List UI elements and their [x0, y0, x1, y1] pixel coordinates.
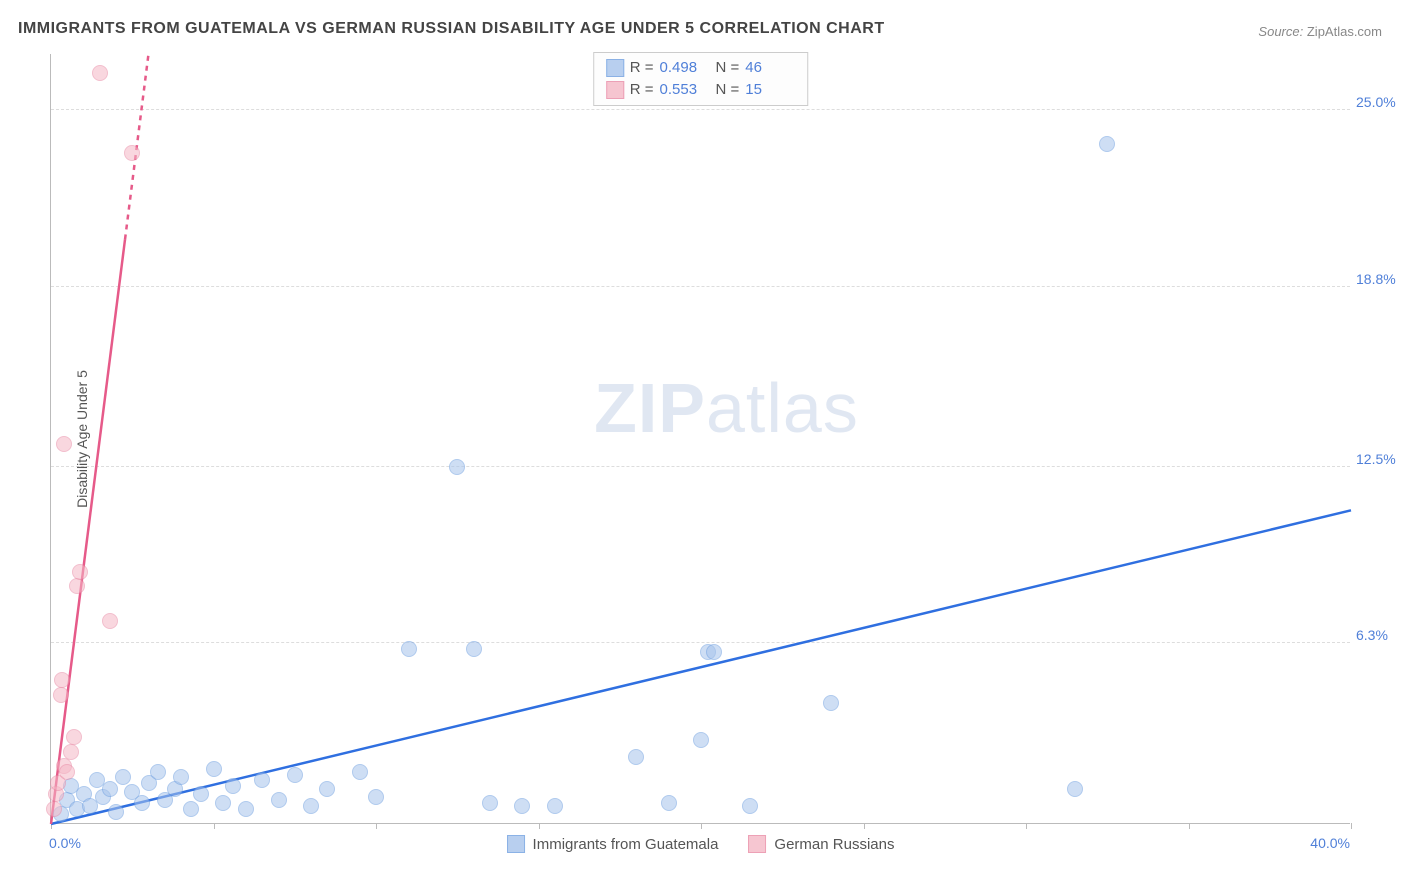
x-tick [376, 823, 377, 829]
data-point [401, 641, 417, 657]
data-point [287, 767, 303, 783]
source-value: ZipAtlas.com [1307, 24, 1382, 39]
data-point [225, 778, 241, 794]
legend-label-0: Immigrants from Guatemala [533, 836, 719, 853]
data-point [547, 798, 563, 814]
x-tick [214, 823, 215, 829]
data-point [215, 795, 231, 811]
legend-item-0: Immigrants from Guatemala [507, 835, 719, 853]
data-point [46, 801, 62, 817]
data-point [63, 744, 79, 760]
data-point [115, 769, 131, 785]
r-value-0: 0.498 [660, 57, 710, 79]
x-tick [1189, 823, 1190, 829]
data-point [823, 695, 839, 711]
x-tick [1351, 823, 1352, 829]
y-tick-label: 6.3% [1356, 627, 1406, 643]
data-point [271, 792, 287, 808]
data-point [54, 672, 70, 688]
data-point [206, 761, 222, 777]
data-point [238, 801, 254, 817]
legend-row-series-1: R = 0.553 N = 15 [606, 79, 796, 101]
data-point [514, 798, 530, 814]
data-point [1099, 136, 1115, 152]
data-point [352, 764, 368, 780]
data-point [124, 145, 140, 161]
data-point [706, 644, 722, 660]
data-point [72, 564, 88, 580]
chart-title: IMMIGRANTS FROM GUATEMALA VS GERMAN RUSS… [18, 20, 885, 38]
chart-container: ZIPatlas 6.3%12.5%18.8%25.0% 0.0% 40.0% … [50, 54, 1380, 864]
plot-area: ZIPatlas 6.3%12.5%18.8%25.0% 0.0% 40.0% … [50, 54, 1350, 824]
data-point [53, 687, 69, 703]
series-legend: Immigrants from Guatemala German Russian… [507, 835, 895, 853]
data-point [108, 804, 124, 820]
trend-line [51, 510, 1351, 824]
data-point [66, 729, 82, 745]
correlation-legend: R = 0.498 N = 46 R = 0.553 N = 15 [593, 52, 809, 106]
data-point [56, 436, 72, 452]
data-point [449, 459, 465, 475]
data-point [368, 789, 384, 805]
legend-swatch-icon [507, 835, 525, 853]
n-value-1: 15 [745, 79, 795, 101]
source-label: Source: [1258, 24, 1303, 39]
n-value-0: 46 [745, 57, 795, 79]
legend-swatch-icon [748, 835, 766, 853]
y-tick-label: 18.8% [1356, 271, 1406, 287]
x-tick [701, 823, 702, 829]
data-point [482, 795, 498, 811]
legend-label-1: German Russians [774, 836, 894, 853]
data-point [1067, 781, 1083, 797]
x-tick [539, 823, 540, 829]
x-axis-min-label: 0.0% [49, 835, 81, 851]
data-point [254, 772, 270, 788]
trend-lines [51, 54, 1350, 823]
r-value-1: 0.553 [660, 79, 710, 101]
data-point [742, 798, 758, 814]
x-axis-max-label: 40.0% [1310, 835, 1350, 851]
data-point [102, 781, 118, 797]
trend-line [51, 239, 125, 824]
x-tick [864, 823, 865, 829]
data-point [59, 764, 75, 780]
data-point [92, 65, 108, 81]
data-point [693, 732, 709, 748]
data-point [319, 781, 335, 797]
data-point [102, 613, 118, 629]
data-point [661, 795, 677, 811]
legend-row-series-0: R = 0.498 N = 46 [606, 57, 796, 79]
data-point [303, 798, 319, 814]
data-point [150, 764, 166, 780]
data-point [69, 578, 85, 594]
y-tick-label: 12.5% [1356, 451, 1406, 467]
data-point [628, 749, 644, 765]
legend-item-1: German Russians [748, 835, 894, 853]
x-tick [1026, 823, 1027, 829]
source-attribution: Source: ZipAtlas.com [1258, 24, 1382, 39]
data-point [183, 801, 199, 817]
data-point [193, 786, 209, 802]
legend-swatch-0 [606, 59, 624, 77]
legend-swatch-1 [606, 81, 624, 99]
y-tick-label: 25.0% [1356, 94, 1406, 110]
data-point [173, 769, 189, 785]
data-point [134, 795, 150, 811]
data-point [466, 641, 482, 657]
